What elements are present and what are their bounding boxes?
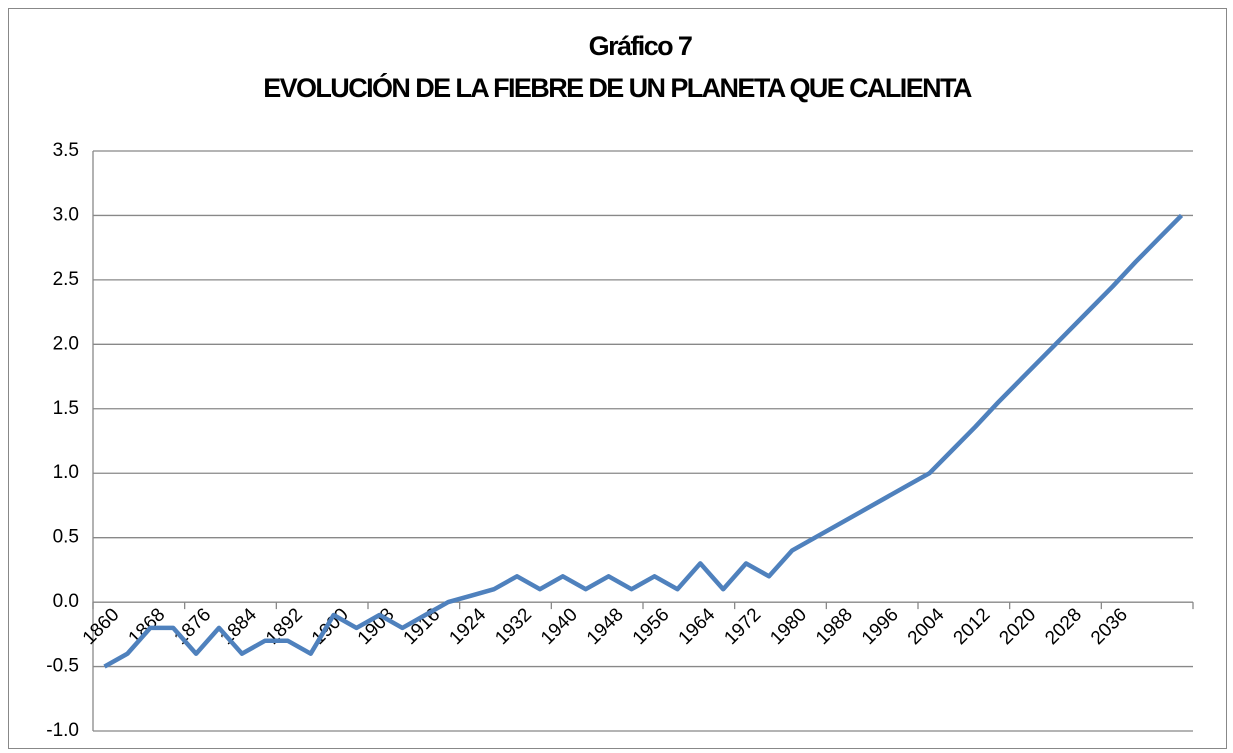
y-tick-label: -0.5	[46, 656, 79, 677]
y-tick-label: 1.5	[53, 398, 79, 419]
y-tick-label: 2.5	[53, 269, 79, 290]
y-tick-label: 2.0	[53, 333, 79, 354]
y-tick-label: 0.5	[53, 527, 79, 548]
data-line	[103, 213, 1184, 669]
y-tick-label: 1.0	[53, 462, 79, 483]
y-tick-label: 3.0	[53, 204, 79, 225]
chart-title: Gráfico 7	[589, 31, 692, 61]
y-tick-label: 0.0	[53, 591, 79, 612]
y-tick-label: 3.5	[53, 140, 79, 161]
y-tick-label: -1.0	[46, 720, 79, 741]
chart-subtitle: EVOLUCIÓN DE LA FIEBRE DE UN PLANETA QUE…	[263, 72, 972, 103]
